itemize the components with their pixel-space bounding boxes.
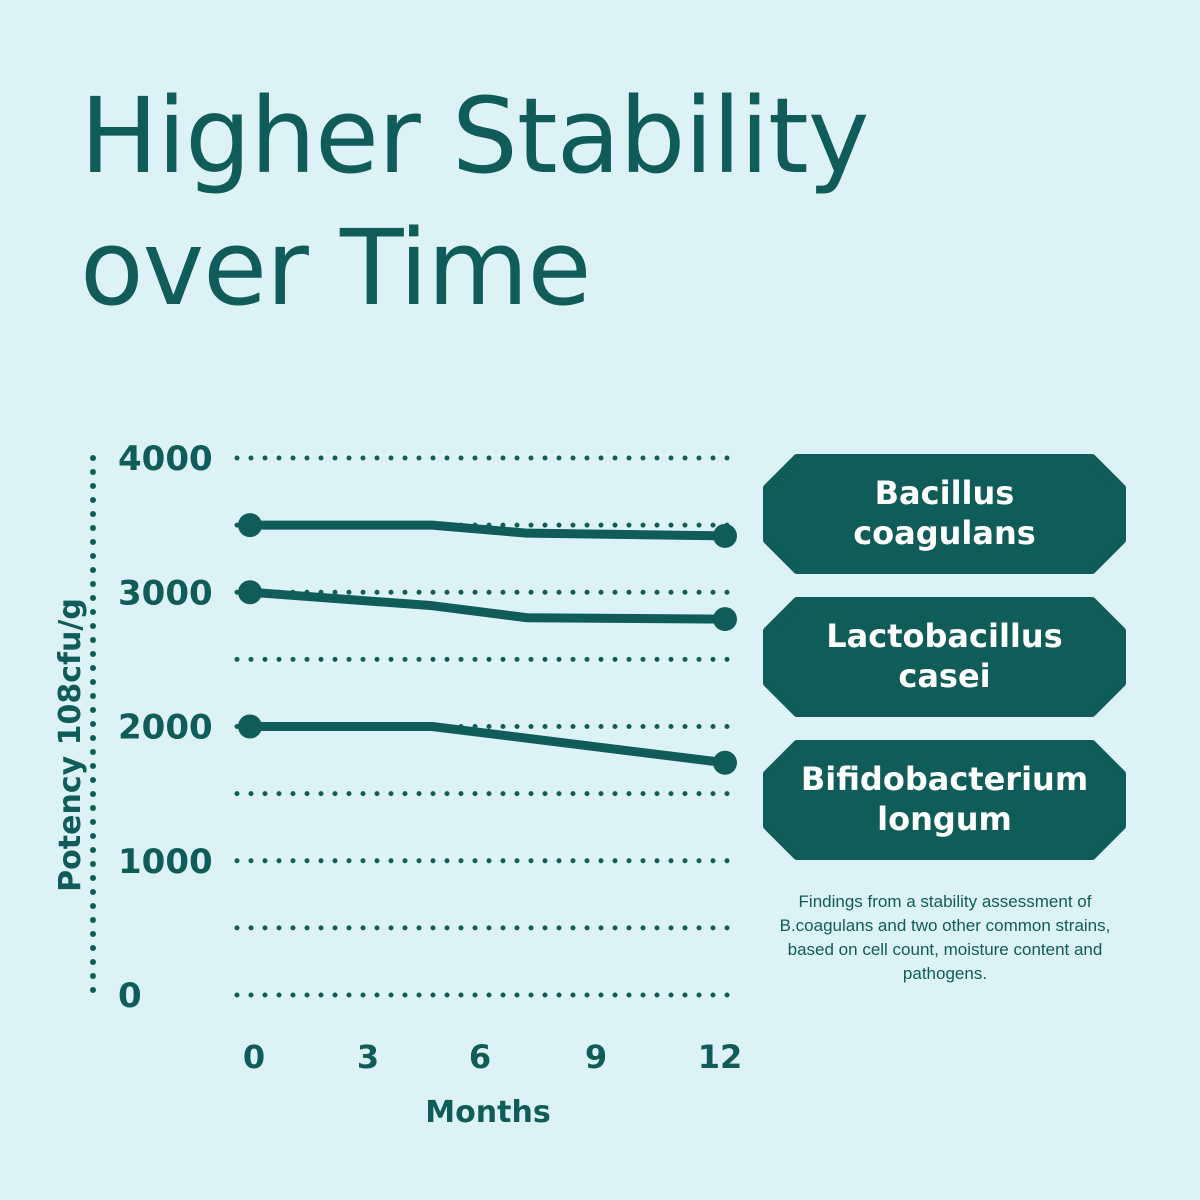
y-tick-label: 0 — [118, 976, 142, 1016]
series-3-start-point — [238, 714, 262, 739]
series-2-end-point — [713, 607, 737, 632]
x-tick-label: 3 — [357, 1038, 379, 1076]
series-3-end-point — [713, 750, 737, 775]
legend-badge — [763, 454, 1126, 574]
legend-label: casei — [898, 657, 990, 695]
legend-badge — [763, 740, 1126, 860]
series-line-1 — [245, 520, 730, 541]
legend-label: Bifidobacterium — [801, 760, 1088, 798]
x-axis-title: Months — [425, 1095, 550, 1130]
x-tick-label: 9 — [585, 1038, 607, 1076]
title-line-2: over Time — [80, 207, 592, 329]
legend-label: coagulans — [853, 514, 1036, 552]
y-tick-label: 1000 — [118, 842, 213, 882]
series-1-end-point — [713, 523, 737, 548]
legend-badge — [763, 597, 1126, 717]
title-line-1: Higher Stability — [80, 75, 869, 197]
y-tick-label: 3000 — [118, 573, 213, 613]
x-tick-label: 12 — [698, 1038, 743, 1076]
series-2-start-point — [238, 580, 262, 605]
footnote: Findings from a stability assessment of … — [779, 892, 1111, 983]
series-line-3 — [245, 722, 730, 768]
legend-label: longum — [877, 800, 1012, 838]
legend-label: Lactobacillus — [826, 617, 1062, 655]
x-tick-label: 0 — [243, 1038, 265, 1076]
series-lines — [238, 513, 737, 775]
legend-label: Bacillus — [875, 474, 1015, 512]
y-tick-label: 2000 — [118, 708, 213, 748]
x-tick-labels: 0 3 6 9 12 — [243, 1038, 742, 1076]
series-line-2 — [245, 587, 730, 624]
page-title: Higher Stability over Time — [80, 70, 869, 334]
y-tick-labels: 0 1000 2000 3000 4000 — [118, 439, 213, 1016]
y-tick-label: 4000 — [118, 439, 213, 479]
x-tick-label: 6 — [469, 1038, 491, 1076]
y-axis-title: Potency 108cfu/g — [53, 598, 88, 892]
series-1-start-point — [238, 513, 262, 538]
